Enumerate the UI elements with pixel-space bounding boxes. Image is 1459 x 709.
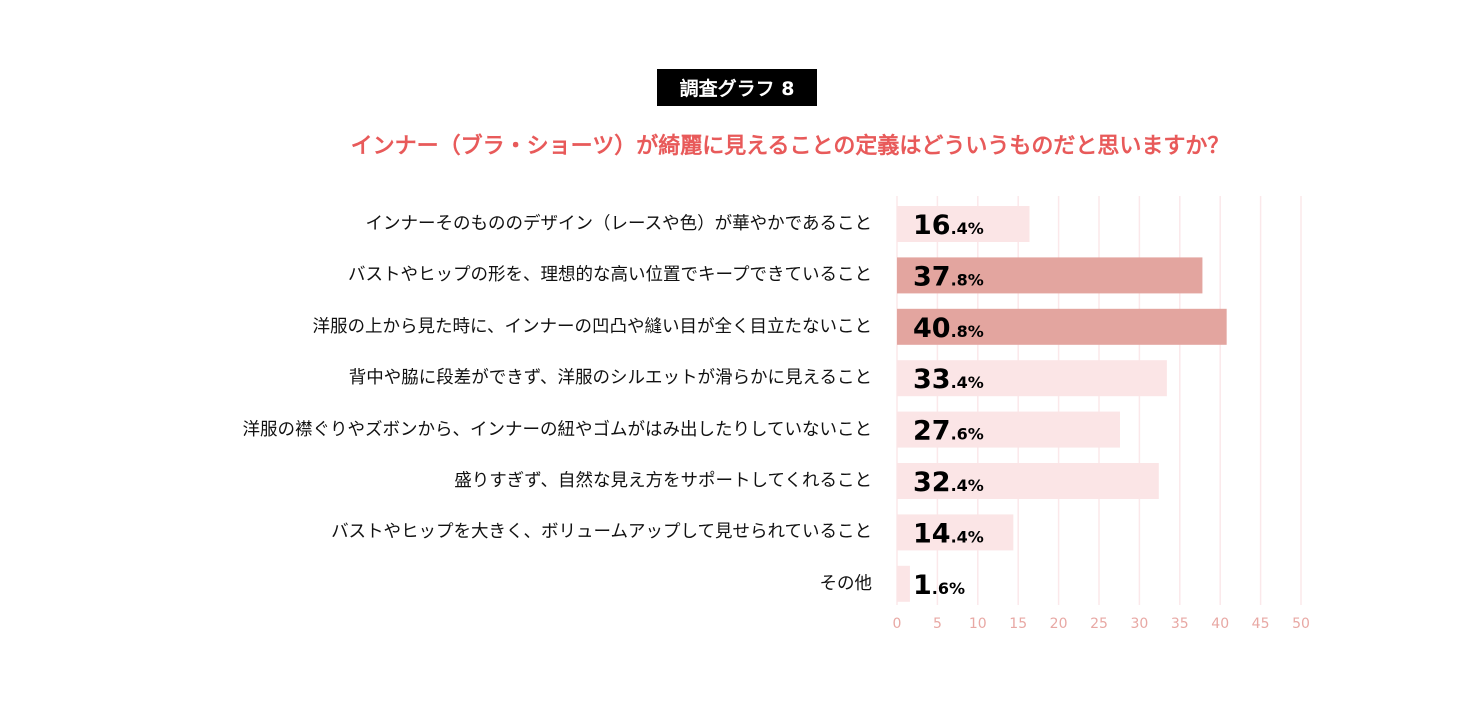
chart-number-badge: 調査グラフ 8: [657, 69, 817, 106]
bar: [897, 565, 910, 602]
bar: [897, 206, 1030, 242]
data-label: 16.4%: [913, 210, 984, 241]
x-tick-label: 15: [1009, 616, 1027, 632]
x-tick-label: 20: [1050, 616, 1068, 632]
x-tick-label: 50: [1292, 616, 1310, 632]
x-tick-label: 10: [969, 616, 987, 632]
category-label: 洋服の上から見た時に、インナーの凹凸や縫い目が全く目立たないこと: [312, 316, 872, 337]
bar: [897, 308, 1227, 345]
data-label: 14.4%: [913, 518, 984, 549]
data-label: 32.4%: [913, 467, 984, 498]
bar: [897, 463, 1159, 499]
x-tick-label: 40: [1211, 616, 1229, 632]
x-tick-label: 0: [893, 616, 902, 632]
bar: [897, 411, 1121, 448]
data-label: 37.8%: [913, 261, 984, 292]
data-label: 1.6%: [913, 570, 965, 601]
category-label: その他: [819, 573, 873, 594]
x-tick-label: 30: [1130, 616, 1148, 632]
x-tick-label: 25: [1090, 616, 1108, 632]
bar: [897, 360, 1167, 397]
bar: [897, 257, 1203, 294]
category-label: バストやヒップを大きく、ボリュームアップして見せられていること: [331, 522, 872, 543]
category-label: バストやヒップの形を、理想的な高い位置でキープできていること: [348, 265, 872, 286]
x-tick-label: 5: [933, 616, 942, 632]
category-label: 背中や脇に段差ができず、洋服のシルエットが滑らかに見えること: [348, 368, 872, 389]
category-label: インナーそのもののデザイン（レースや色）が華やかであること: [365, 214, 872, 234]
x-tick-label: 45: [1252, 616, 1270, 632]
chart-title: インナー（ブラ・ショーツ）が綺麗に見えることの定義はどういうものだと思いますか？: [350, 134, 1230, 159]
data-label: 40.8%: [913, 313, 984, 344]
bar: [897, 514, 1014, 551]
category-label: 盛りすぎず、自然な見え方をサポートしてくれること: [454, 471, 872, 491]
data-label: 27.6%: [913, 416, 984, 447]
data-label: 33.4%: [913, 364, 984, 395]
category-label: 洋服の襟ぐりやズボンから、インナーの紐やゴムがはみ出したりしていないこと: [242, 419, 872, 440]
x-tick-label: 35: [1171, 616, 1189, 632]
